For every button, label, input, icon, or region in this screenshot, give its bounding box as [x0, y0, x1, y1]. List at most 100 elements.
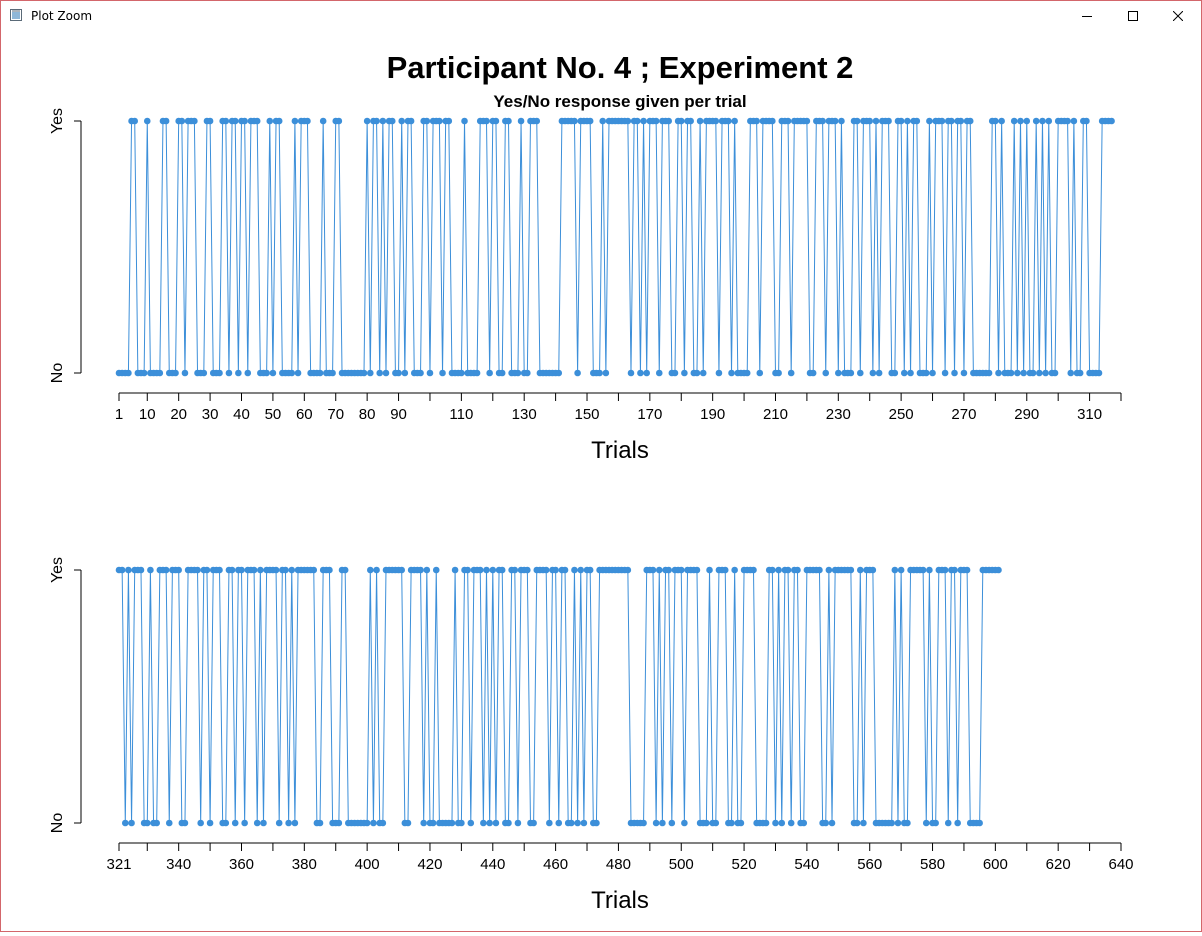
data-point — [822, 369, 830, 377]
data-point — [853, 117, 861, 125]
data-point — [257, 566, 264, 574]
data-point — [907, 369, 914, 377]
data-point — [699, 369, 707, 377]
data-point — [913, 117, 921, 125]
data-point — [1064, 117, 1071, 125]
data-point — [505, 117, 512, 125]
data-point — [480, 819, 487, 827]
data-point — [929, 369, 936, 377]
data-point — [725, 117, 732, 125]
data-point — [847, 369, 855, 377]
data-point — [272, 566, 280, 574]
x-tick-label: 70 — [327, 406, 344, 423]
data-point — [524, 369, 531, 377]
data-point — [253, 819, 261, 827]
data-point — [439, 369, 446, 377]
data-point — [637, 369, 644, 377]
data-point — [436, 117, 443, 125]
data-point — [121, 819, 129, 827]
data-point — [784, 566, 792, 574]
data-point — [992, 117, 999, 125]
window-title: Plot Zoom — [31, 9, 93, 23]
data-point — [922, 819, 930, 827]
data-point — [574, 819, 581, 827]
data-point — [291, 117, 299, 125]
data-point — [803, 117, 811, 125]
data-point — [429, 819, 437, 827]
data-point — [483, 117, 490, 125]
data-point — [1042, 369, 1049, 377]
data-point — [671, 369, 679, 377]
data-point — [772, 819, 779, 827]
data-point — [941, 566, 949, 574]
data-point — [366, 369, 374, 377]
data-point — [253, 117, 261, 125]
data-point — [546, 819, 553, 827]
data-point — [784, 117, 792, 125]
data-point — [926, 566, 933, 574]
data-point — [995, 566, 1002, 574]
data-point — [231, 819, 239, 827]
data-point — [769, 566, 776, 574]
data-point — [571, 566, 578, 574]
data-point — [681, 819, 688, 827]
data-point — [360, 369, 368, 377]
data-point — [448, 819, 456, 827]
data-point — [464, 566, 471, 574]
data-point — [310, 566, 318, 574]
data-point — [175, 566, 182, 574]
x-tick-label: 270 — [951, 406, 976, 423]
data-point — [288, 566, 296, 574]
x-tick-label: 600 — [983, 856, 1008, 873]
data-point — [1045, 117, 1053, 125]
data-point — [640, 117, 647, 125]
data-point — [904, 117, 911, 125]
data-point — [731, 566, 738, 574]
data-point — [137, 566, 145, 574]
close-button[interactable] — [1155, 1, 1201, 31]
data-point — [571, 117, 578, 125]
data-point — [222, 819, 230, 827]
x-tick-label: 190 — [700, 406, 725, 423]
x-tick-label: 360 — [229, 856, 254, 873]
data-point — [147, 566, 154, 574]
x-tick-label: 170 — [637, 406, 662, 423]
data-point — [489, 566, 497, 574]
data-point — [197, 819, 204, 827]
data-point — [458, 819, 465, 827]
data-point — [728, 369, 735, 377]
x-tick-label: 580 — [920, 856, 945, 873]
data-point — [206, 117, 214, 125]
x-tick-label: 310 — [1077, 406, 1102, 423]
data-point — [461, 117, 468, 125]
data-point — [555, 819, 563, 827]
data-point — [693, 369, 701, 377]
data-point — [533, 117, 541, 125]
data-point — [423, 566, 431, 574]
data-point — [872, 117, 880, 125]
x-tick-label: 460 — [543, 856, 568, 873]
data-point — [693, 566, 701, 574]
x-tick-label: 40 — [233, 406, 250, 423]
data-point — [524, 566, 531, 574]
data-point — [395, 369, 402, 377]
x-tick-label: 480 — [606, 856, 631, 873]
data-point — [586, 566, 594, 574]
data-point — [941, 369, 949, 377]
data-point — [891, 369, 899, 377]
data-point — [363, 819, 371, 827]
maximize-button[interactable] — [1110, 1, 1156, 31]
data-point — [922, 369, 930, 377]
title-bar[interactable]: Plot Zoom — [1, 1, 1201, 31]
data-point — [897, 566, 905, 574]
data-point — [1017, 117, 1024, 125]
data-point — [891, 566, 899, 574]
data-point — [125, 566, 132, 574]
response-chart: Participant No. 4 ; Experiment 2 Yes/No … — [49, 50, 1134, 914]
data-point — [775, 369, 782, 377]
data-point — [505, 819, 512, 827]
data-point — [486, 819, 493, 827]
data-point — [586, 117, 594, 125]
data-point — [1007, 369, 1015, 377]
minimize-button[interactable] — [1064, 1, 1110, 31]
